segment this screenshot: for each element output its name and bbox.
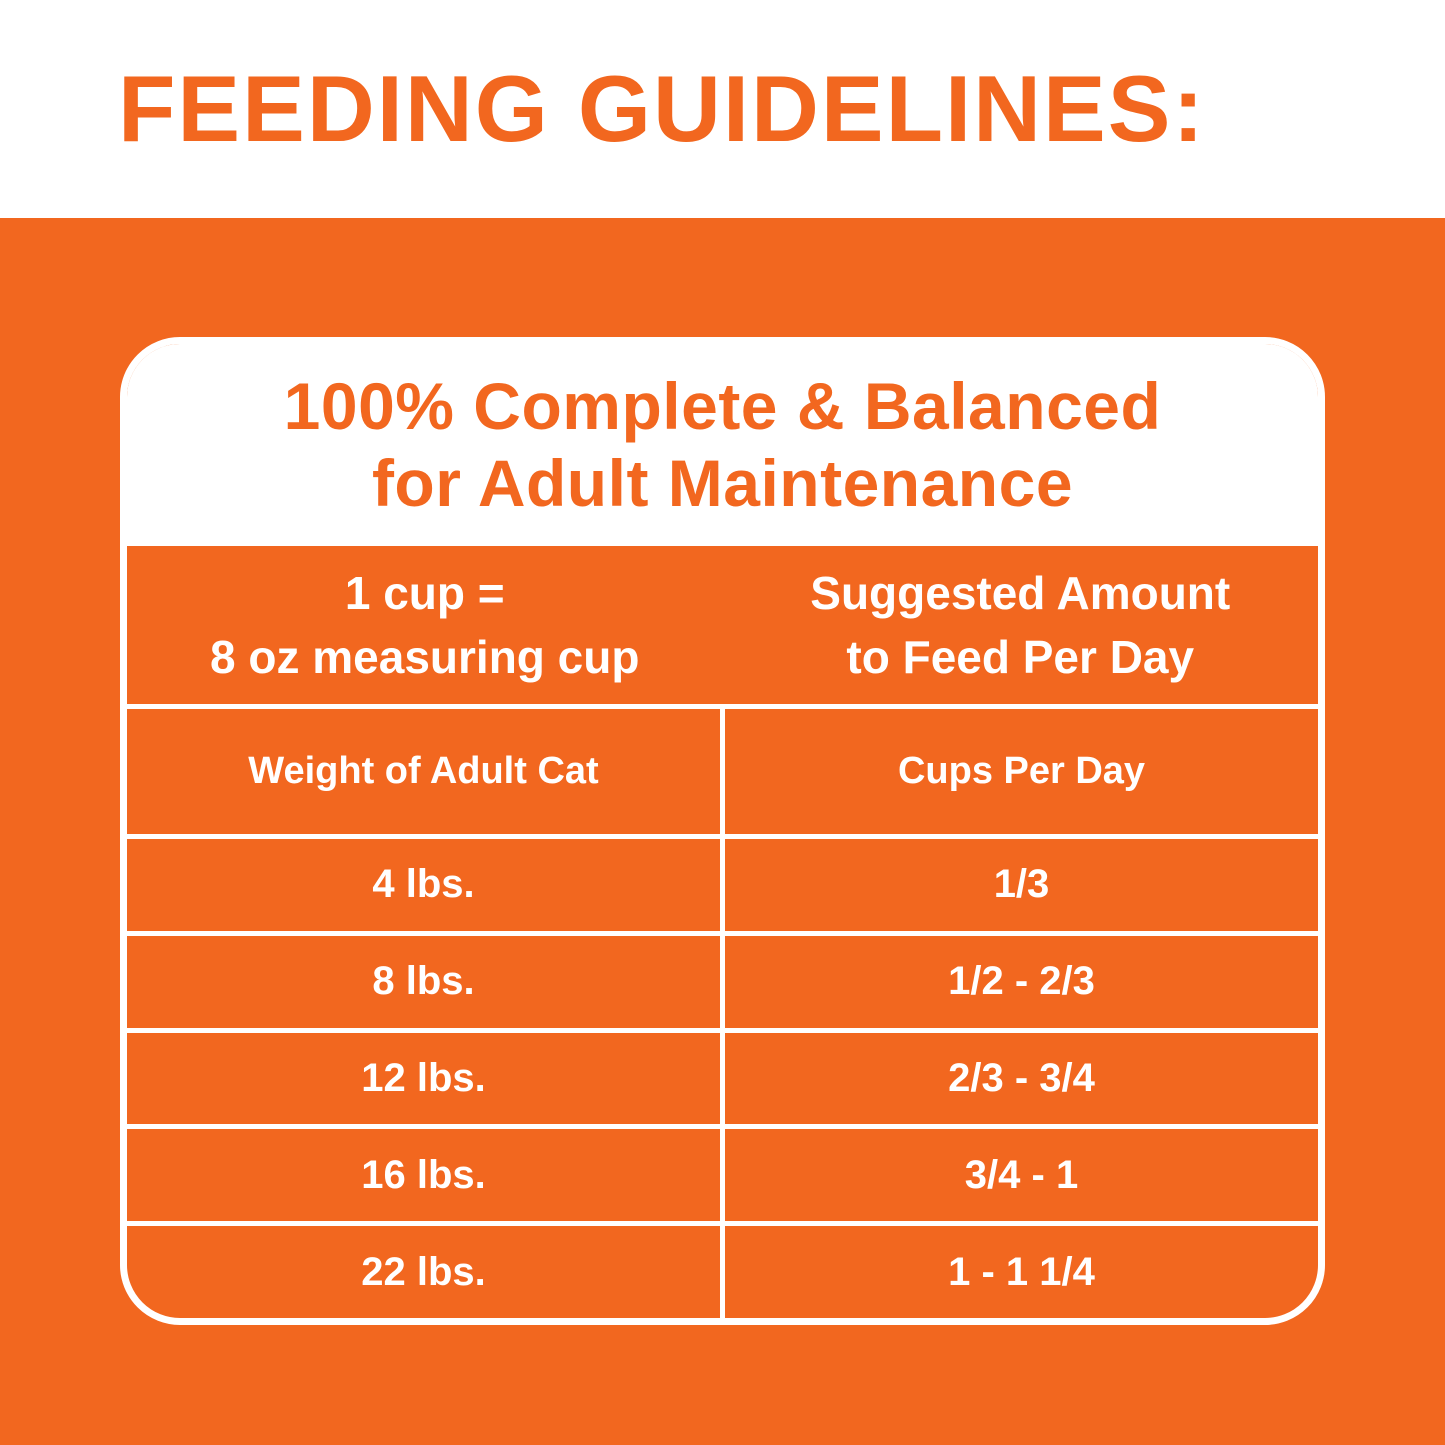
suggested-amount-note-line1: Suggested Amount xyxy=(810,566,1231,619)
card-heading: 100% Complete & Balanced for Adult Maint… xyxy=(127,344,1318,546)
column-header-weight: Weight of Adult Cat xyxy=(127,709,725,834)
cups-cell: 3/4 - 1 xyxy=(964,1152,1079,1197)
cups-cell: 1/3 xyxy=(993,862,1050,907)
column-header-cups: Cups Per Day xyxy=(897,750,1146,792)
orange-background: 100% Complete & Balanced for Adult Maint… xyxy=(0,218,1445,1445)
page-title: FEEDING GUIDELINES: xyxy=(118,56,1206,161)
table-column-header-row: Weight of Adult Cat Cups Per Day xyxy=(127,704,1318,834)
card-heading-line1: 100% Complete & Balanced xyxy=(283,369,1162,444)
weight-cell: 4 lbs. xyxy=(127,839,725,931)
header-band: FEEDING GUIDELINES: xyxy=(0,0,1445,218)
weight-cell: 8 lbs. xyxy=(127,935,725,1028)
weight-cell: 22 lbs. xyxy=(127,1226,725,1318)
feeding-table: 1 cup = 8 oz measuring cup Suggested Amo… xyxy=(127,546,1318,1318)
cups-cell: 2/3 - 3/4 xyxy=(948,1055,1095,1100)
table-note-row: 1 cup = 8 oz measuring cup Suggested Amo… xyxy=(127,546,1318,704)
suggested-amount-note: Suggested Amount to Feed Per Day xyxy=(723,546,1319,704)
table-row: 22 lbs. 1 - 1 1/4 xyxy=(127,1221,1318,1318)
suggested-amount-note-line2: to Feed Per Day xyxy=(846,631,1195,683)
weight-cell: 16 lbs. xyxy=(127,1129,725,1222)
cup-measure-note: 1 cup = 8 oz measuring cup xyxy=(127,546,723,704)
card-heading-line2: for Adult Maintenance xyxy=(371,446,1074,520)
table-row: 16 lbs. 3/4 - 1 xyxy=(127,1124,1318,1222)
table-row: 4 lbs. 1/3 xyxy=(127,834,1318,931)
guidelines-card: 100% Complete & Balanced for Adult Maint… xyxy=(120,337,1325,1325)
cup-measure-note-line1: 1 cup = xyxy=(344,566,505,619)
table-row: 8 lbs. 1/2 - 2/3 xyxy=(127,930,1318,1028)
table-row: 12 lbs. 2/3 - 3/4 xyxy=(127,1027,1318,1125)
cups-cell: 1 - 1 1/4 xyxy=(948,1249,1095,1294)
cup-measure-note-line2: 8 oz measuring cup xyxy=(210,631,640,683)
cups-cell: 1/2 - 2/3 xyxy=(948,959,1095,1004)
weight-cell: 12 lbs. xyxy=(127,1032,725,1125)
